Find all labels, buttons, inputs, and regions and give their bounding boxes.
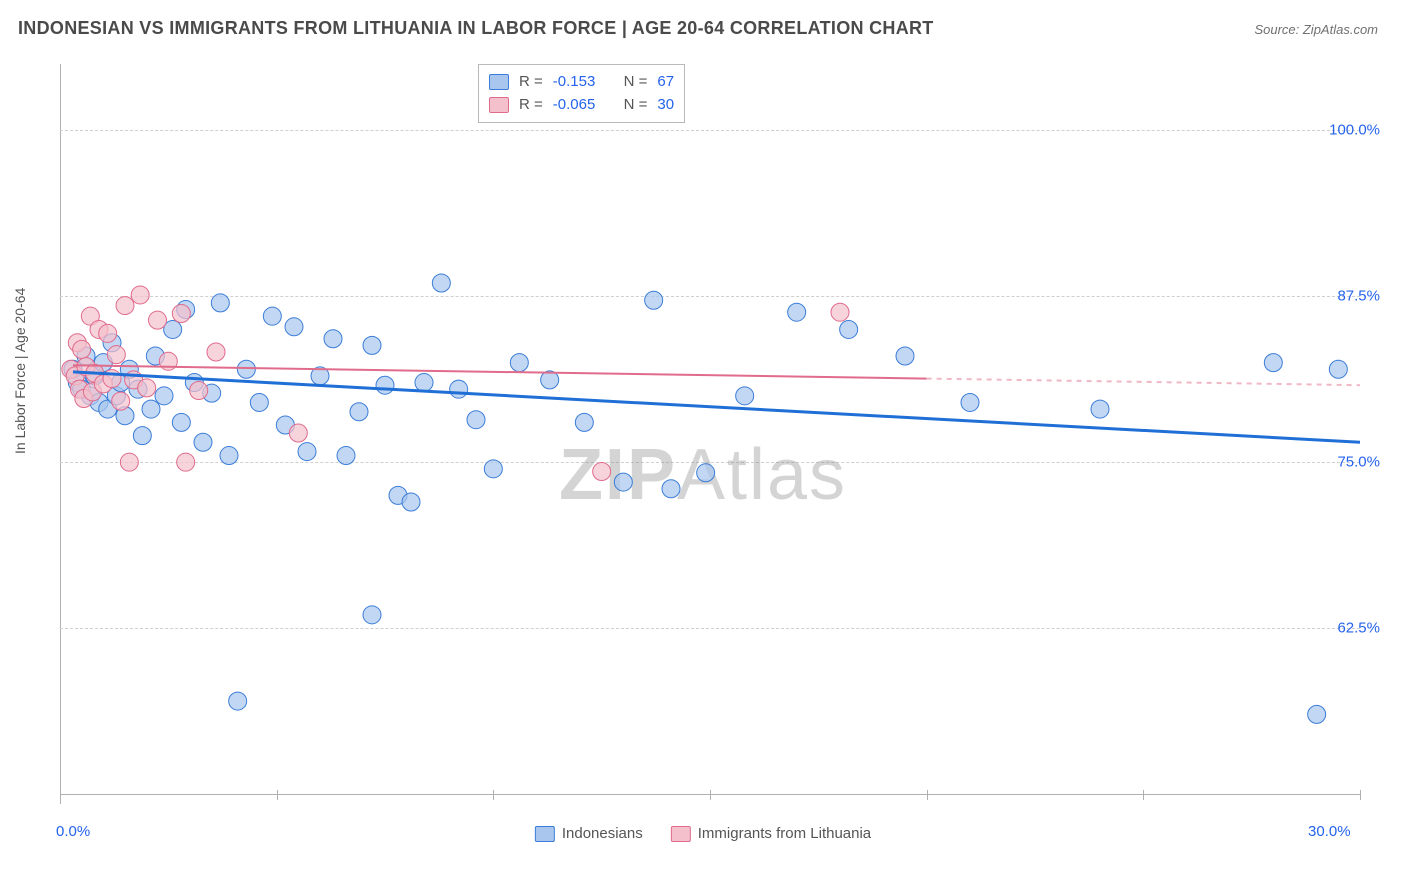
legend-label-b: Immigrants from Lithuania [698, 825, 871, 842]
swatch-b-icon [671, 826, 691, 842]
x-tick-label: 30.0% [1308, 823, 1351, 840]
source-label: Source: ZipAtlas.com [1254, 22, 1378, 37]
x-tick-mark [1360, 790, 1361, 800]
legend-item-b: Immigrants from Lithuania [671, 825, 871, 842]
plot-area [60, 64, 1360, 795]
y-axis-label: In Labor Force | Age 20-64 [12, 288, 28, 454]
swatch-a-icon [535, 826, 555, 842]
x-tick-label: 0.0% [56, 823, 90, 840]
series-legend: Indonesians Immigrants from Lithuania [535, 825, 871, 842]
chart-title: INDONESIAN VS IMMIGRANTS FROM LITHUANIA … [18, 18, 934, 39]
chart-container: In Labor Force | Age 20-64 62.5%75.0%87.… [18, 54, 1388, 864]
legend-item-a: Indonesians [535, 825, 643, 842]
legend-label-a: Indonesians [562, 825, 643, 842]
